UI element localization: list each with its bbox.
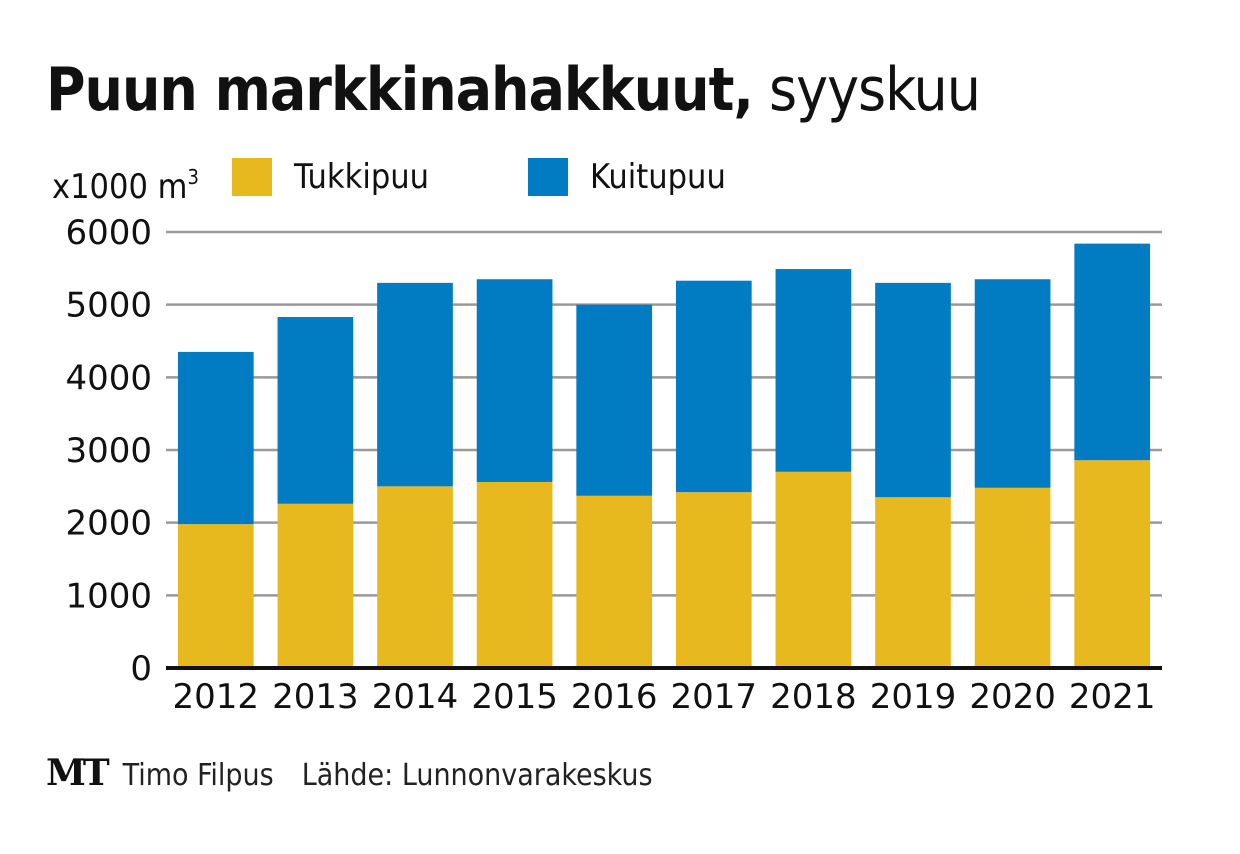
x-tick-label: 2013 [272, 677, 359, 717]
bar-tukkipuu-2018 [775, 471, 852, 668]
bar-tukkipuu-2020 [974, 487, 1051, 668]
x-tick-label: 2014 [372, 677, 459, 717]
y-tick-label: 6000 [65, 213, 152, 253]
title-separator: , [733, 55, 753, 125]
legend-label-kuitupuu: Kuitupuu [590, 157, 726, 197]
title-bold: Puun markkinahakkuut [46, 55, 734, 125]
legend-item-kuitupuu: Kuitupuu [528, 155, 726, 199]
x-tick-label: 2016 [571, 677, 658, 717]
chart-title: Puun markkinahakkuut, syyskuu [46, 50, 981, 130]
title-subtitle: syyskuu [752, 55, 981, 125]
x-tick-label: 2015 [471, 677, 558, 717]
bar-kuitupuu-2013 [277, 317, 354, 504]
mt-logo: MT [46, 752, 110, 794]
bar-tukkipuu-2019 [875, 497, 951, 668]
y-tick-label: 1000 [65, 576, 152, 616]
author-credit: Timo Filpus [122, 758, 274, 793]
y-tick-label: 0 [130, 649, 152, 689]
bar-tukkipuu-2021 [1074, 460, 1151, 668]
bar-kuitupuu-2012 [177, 351, 254, 525]
y-tick-label: 5000 [65, 286, 152, 326]
bar-kuitupuu-2019 [875, 282, 951, 498]
x-tick-label: 2012 [173, 677, 260, 717]
bar-tukkipuu-2017 [675, 492, 752, 668]
bar-kuitupuu-2017 [675, 280, 752, 493]
bar-tukkipuu-2015 [476, 481, 553, 668]
y-tick-label: 4000 [65, 358, 152, 398]
x-tick-label: 2019 [870, 677, 957, 717]
bar-tukkipuu-2013 [277, 503, 354, 668]
bar-kuitupuu-2018 [775, 269, 852, 472]
bar-tukkipuu-2012 [177, 524, 254, 668]
bar-kuitupuu-2014 [377, 282, 453, 487]
source-credit: Lähde: Lunnonvarakeskus [301, 758, 653, 793]
x-tick-label: 2017 [671, 677, 758, 717]
bar-tukkipuu-2016 [576, 495, 653, 668]
unit-superscript: 3 [187, 165, 199, 189]
x-tick-label: 2018 [770, 677, 857, 717]
y-tick-label: 2000 [65, 504, 152, 544]
unit-label: x1000 m3 [52, 155, 199, 209]
bar-kuitupuu-2020 [974, 279, 1051, 488]
legend-swatch-tukkipuu [232, 158, 272, 196]
legend-item-tukkipuu: Tukkipuu [232, 155, 429, 199]
x-tick-label: 2020 [969, 677, 1056, 717]
bar-tukkipuu-2014 [377, 486, 453, 668]
x-tick-label: 2021 [1069, 677, 1156, 717]
y-tick-label: 3000 [65, 431, 152, 471]
bar-kuitupuu-2016 [576, 304, 653, 496]
footer: MT Timo Filpus Lähde: Lunnonvarakeskus [46, 752, 653, 794]
bar-kuitupuu-2015 [476, 279, 553, 482]
unit-text: x1000 m [52, 167, 188, 207]
legend-swatch-kuitupuu [528, 158, 568, 196]
legend-label-tukkipuu: Tukkipuu [294, 157, 430, 197]
bar-kuitupuu-2021 [1074, 243, 1151, 461]
